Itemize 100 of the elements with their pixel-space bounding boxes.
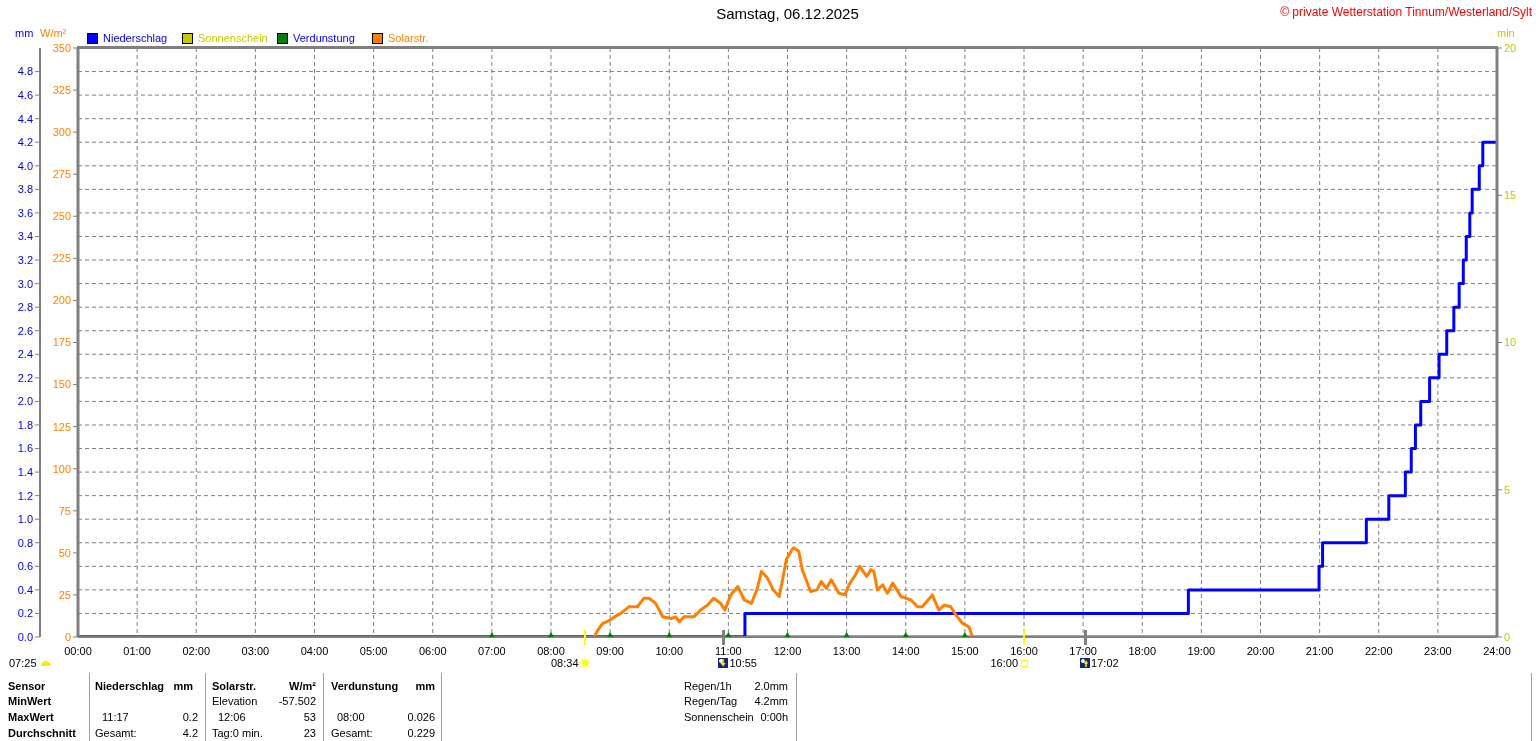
text: Tag:0 min. (212, 726, 263, 740)
annotation: 10:55 (729, 656, 757, 670)
text: 11:17 (102, 710, 129, 724)
y2-tick-label: 25 (58, 588, 71, 601)
text: 53 (303, 710, 316, 724)
text: W/m² (289, 679, 316, 693)
annotation: 17:02 (1091, 656, 1119, 670)
text: Sensor (8, 679, 46, 693)
y2-tick-label: 175 (52, 336, 71, 349)
text: MinWert (8, 694, 52, 708)
x-tick-label: 20:00 (1246, 644, 1275, 657)
text: Regen/1h (684, 679, 732, 693)
text: 2.0mm (754, 679, 788, 693)
y-tick-label: 1.4 (17, 465, 33, 478)
y-tick-label: 0.0 (17, 630, 33, 643)
x-tick-label: 06:00 (418, 644, 447, 657)
y-tick-label: 2.2 (17, 371, 33, 384)
x-tick-label: 00:00 (64, 644, 92, 657)
text: 0:00h (760, 710, 788, 724)
text: 07:25 (9, 656, 37, 670)
y-tick-label: 1.8 (17, 418, 33, 431)
text: mm (415, 679, 435, 693)
x-tick-label: 01:00 (123, 644, 151, 657)
text: MaxWert (8, 710, 54, 724)
text: 4.2 (182, 726, 198, 740)
y-tick-label: 0.8 (17, 536, 33, 549)
y2-tick-label: 325 (52, 83, 71, 96)
y-tick-label: 0.2 (17, 607, 33, 620)
y-tick-label: 3.6 (17, 206, 33, 219)
text: 08:00 (337, 710, 365, 724)
x-tick-label: 24:00 (1483, 644, 1511, 657)
y-tick-label: 4.4 (17, 112, 33, 125)
y2-tick-label: 250 (52, 210, 71, 223)
x-tick-label: 07:00 (478, 644, 506, 657)
y-tick-label: 1.0 (17, 513, 33, 526)
x-tick-label: 08:00 (537, 644, 565, 657)
text: -57.502 (278, 694, 316, 708)
text: Durchschnitt (8, 726, 76, 740)
y-tick-label: 3.4 (17, 230, 33, 243)
y3-axis-title: min (1497, 26, 1515, 40)
x-tick-label: 12:00 (773, 644, 802, 657)
y3-tick-label: 15 (1504, 189, 1517, 202)
legend-label: Solarstr. (388, 32, 429, 44)
x-tick-label: 19:00 (1187, 644, 1216, 657)
y2-tick-label: 125 (52, 420, 71, 433)
x-tick-label: 10:00 (655, 644, 684, 657)
y2-tick-label: 300 (52, 126, 71, 139)
y2-tick-label: 200 (52, 294, 71, 307)
legend-label: Verdunstung (293, 32, 355, 44)
y3-tick-label: 20 (1504, 41, 1517, 54)
x-tick-label: 16:00 (1010, 644, 1038, 657)
text: mm (173, 679, 193, 693)
y-tick-label: 3.2 (17, 253, 33, 266)
y-axis-title: mm (15, 26, 34, 40)
y-tick-label: 2.6 (17, 324, 33, 337)
x-tick-label: 22:00 (1364, 644, 1393, 657)
y-tick-label: 1.2 (17, 489, 33, 502)
x-tick-label: 17:00 (1069, 644, 1097, 657)
chart-title: Samstag, 06.12.2025 (716, 5, 859, 22)
annotation: 16:00 (990, 656, 1018, 670)
y2-tick-label: 225 (52, 252, 71, 265)
x-tick-label: 13:00 (832, 644, 861, 657)
y-tick-label: 2.8 (17, 301, 33, 314)
x-tick-label: 18:00 (1128, 644, 1157, 657)
x-tick-label: 21:00 (1305, 644, 1334, 657)
x-tick-label: 11:00 (715, 644, 742, 657)
y3-tick-label: 10 (1504, 336, 1517, 349)
text: 0.2 (182, 710, 198, 724)
text: 12:06 (218, 710, 246, 724)
legend-label: Sonnenschein (198, 32, 268, 44)
y2-tick-label: 75 (58, 504, 71, 517)
x-tick-label: 04:00 (300, 644, 329, 657)
y-tick-label: 4.0 (17, 159, 33, 172)
x-tick-label: 09:00 (596, 644, 624, 657)
y-tick-label: 2.4 (17, 348, 33, 361)
text: Solarstr. (212, 679, 257, 693)
text: 0.229 (407, 726, 435, 740)
y2-tick-label: 275 (52, 168, 71, 181)
x-tick-label: 15:00 (951, 644, 979, 657)
y-tick-label: 0.4 (17, 583, 33, 596)
text: Gesamt: (331, 726, 373, 740)
y-tick-label: 4.8 (17, 65, 33, 78)
x-tick-label: 05:00 (359, 644, 388, 657)
x-tick-label: 14:00 (891, 644, 920, 657)
y-tick-label: 2.0 (17, 395, 33, 408)
text: 23 (303, 726, 316, 740)
y-tick-label: 1.6 (17, 442, 33, 455)
text: Gesamt: (95, 726, 137, 740)
y3-tick-label: 0 (1504, 630, 1511, 643)
text: 4.2mm (754, 694, 788, 708)
y2-tick-label: 100 (52, 462, 71, 475)
x-tick-label: 23:00 (1424, 644, 1452, 657)
text: Sonnenschein (684, 710, 754, 724)
x-tick-label: 02:00 (182, 644, 211, 657)
y3-tick-label: 5 (1504, 483, 1511, 496)
y2-tick-label: 0 (64, 630, 71, 643)
text: © private Wetterstation Tinnum/Westerland/Sylt (1280, 5, 1532, 19)
text: Elevation (212, 694, 258, 708)
y-tick-label: 4.6 (17, 89, 33, 102)
text: Regen/Tag (684, 694, 738, 708)
